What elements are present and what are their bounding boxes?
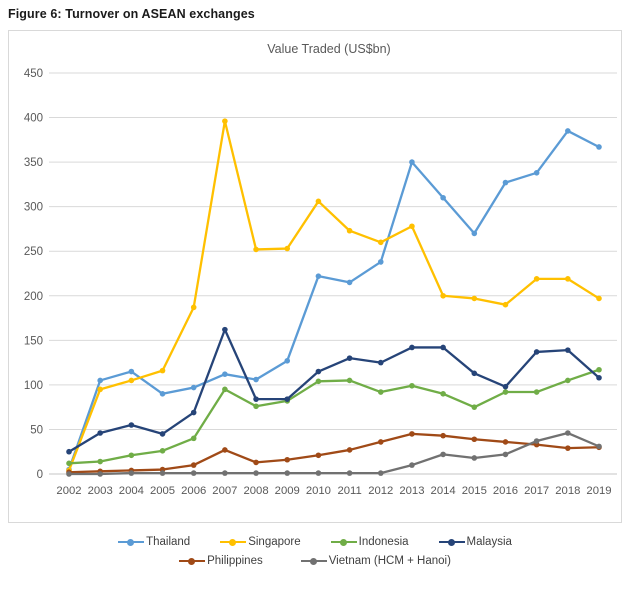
legend-item-singapore: Singapore [220, 536, 301, 548]
svg-text:2016: 2016 [493, 485, 518, 497]
y-axis-labels: 0 50 100 150 200 250 300 350 400 450 [24, 68, 43, 481]
svg-text:2017: 2017 [524, 485, 549, 497]
svg-text:400: 400 [24, 113, 43, 125]
gridlines [49, 72, 617, 475]
svg-text:150: 150 [24, 335, 43, 347]
singapore-line-marker-icon [220, 538, 247, 546]
chart-container: 0 50 100 150 200 250 300 350 400 450 2002 2003 2004 2… [8, 30, 622, 523]
legend-label: Thailand [146, 536, 191, 548]
legend-label: Philippines [207, 555, 263, 567]
series-vietnam-hcm-hanoi [66, 430, 602, 477]
svg-text:2018: 2018 [555, 485, 580, 497]
figure-heading: Figure 6: Turnover on ASEAN exchanges [8, 7, 255, 21]
svg-text:2005: 2005 [150, 485, 175, 497]
svg-text:2006: 2006 [181, 485, 206, 497]
chart-legend: Thailand Singapore Indonesia Malaysia Ph… [0, 536, 630, 567]
svg-text:0: 0 [37, 469, 43, 481]
page: Figure 6: Turnover on ASEAN exchanges 0 5… [0, 7, 630, 567]
svg-text:2012: 2012 [368, 485, 393, 497]
x-axis-labels: 2002 2003 2004 2005 2006 2007 2008 2009 2010 2011… [56, 485, 611, 497]
legend-row-1: Thailand Singapore Indonesia Malaysia [0, 536, 630, 548]
svg-text:250: 250 [24, 246, 43, 258]
vietnam-line-marker-icon [300, 557, 327, 565]
svg-text:50: 50 [30, 424, 43, 436]
svg-text:2009: 2009 [275, 485, 300, 497]
svg-text:2015: 2015 [462, 485, 487, 497]
svg-text:2013: 2013 [399, 485, 424, 497]
svg-text:2002: 2002 [56, 485, 81, 497]
legend-label: Vietnam (HCM + Hanoi) [328, 555, 451, 567]
series-malaysia [66, 326, 602, 455]
series-thailand [66, 128, 602, 473]
svg-text:100: 100 [24, 380, 43, 392]
svg-text:2011: 2011 [337, 485, 361, 497]
indonesia-line-marker-icon [330, 538, 357, 546]
malaysia-line-marker-icon [438, 538, 465, 546]
svg-text:2007: 2007 [212, 485, 237, 497]
legend-item-malaysia: Malaysia [438, 536, 512, 548]
philippines-line-marker-icon [179, 557, 206, 565]
legend-item-thailand: Thailand [118, 536, 190, 548]
svg-text:450: 450 [24, 68, 43, 80]
legend-label: Malaysia [466, 536, 512, 548]
legend-item-philippines: Philippines [179, 555, 263, 567]
svg-text:2014: 2014 [431, 485, 456, 497]
chart-title: Value Traded (US$bn) [267, 42, 391, 56]
legend-label: Singapore [248, 536, 301, 548]
svg-text:2008: 2008 [243, 485, 268, 497]
svg-text:2019: 2019 [586, 485, 611, 497]
svg-text:350: 350 [24, 157, 43, 169]
svg-text:200: 200 [24, 291, 43, 303]
thailand-line-marker-icon [118, 538, 145, 546]
legend-row-2: Philippines Vietnam (HCM + Hanoi) [0, 555, 630, 567]
series-indonesia [66, 366, 602, 467]
svg-text:300: 300 [24, 202, 43, 214]
svg-text:2004: 2004 [119, 485, 144, 497]
svg-text:2010: 2010 [306, 485, 331, 497]
legend-item-vietnam: Vietnam (HCM + Hanoi) [300, 555, 451, 567]
svg-text:2003: 2003 [88, 485, 113, 497]
legend-label: Indonesia [358, 536, 409, 548]
legend-item-indonesia: Indonesia [330, 536, 409, 548]
